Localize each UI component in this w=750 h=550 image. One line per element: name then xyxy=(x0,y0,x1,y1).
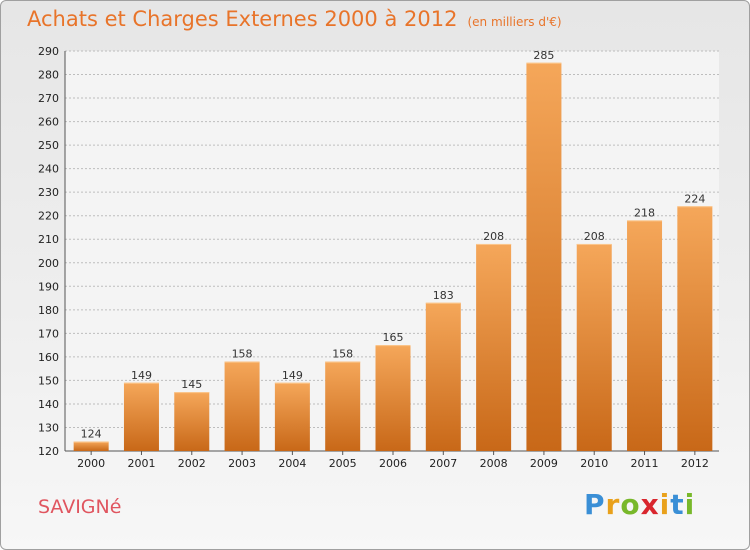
x-tick-label: 2002 xyxy=(178,457,206,470)
bar xyxy=(677,206,713,451)
chart-title: Achats et Charges Externes 2000 à 2012 xyxy=(27,7,458,31)
bar xyxy=(526,62,562,451)
bar xyxy=(224,361,260,451)
x-tick-label: 2008 xyxy=(480,457,508,470)
y-tick-label: 230 xyxy=(38,186,59,199)
data-label: 124 xyxy=(81,428,102,441)
y-tick-label: 170 xyxy=(38,327,59,340)
x-tick-label: 2005 xyxy=(329,457,357,470)
chart-unit: (en milliers d'€) xyxy=(467,15,562,29)
data-label: 285 xyxy=(533,49,554,62)
data-label: 149 xyxy=(131,369,152,382)
chart-title-row: Achats et Charges Externes 2000 à 2012 (e… xyxy=(27,7,562,31)
data-label: 149 xyxy=(282,369,303,382)
data-label: 208 xyxy=(483,230,504,243)
y-tick-label: 200 xyxy=(38,257,59,270)
y-tick-label: 150 xyxy=(38,374,59,387)
bar xyxy=(73,441,109,451)
bar xyxy=(476,243,512,451)
x-tick-label: 2000 xyxy=(77,457,105,470)
bar xyxy=(123,382,159,451)
x-tick-label: 2006 xyxy=(379,457,407,470)
y-tick-label: 240 xyxy=(38,163,59,176)
data-label: 183 xyxy=(433,289,454,302)
data-label: 224 xyxy=(684,192,705,205)
bar xyxy=(325,361,361,451)
y-tick-label: 140 xyxy=(38,398,59,411)
bar xyxy=(425,302,461,451)
y-tick-label: 290 xyxy=(38,45,59,58)
bar xyxy=(627,220,663,451)
data-label: 218 xyxy=(634,206,655,219)
x-tick-label: 2007 xyxy=(429,457,457,470)
commune-name: SAVIGNé xyxy=(38,496,122,518)
x-tick-label: 2011 xyxy=(631,457,659,470)
data-label: 208 xyxy=(584,230,605,243)
bar xyxy=(375,345,411,451)
bar xyxy=(274,382,310,451)
y-tick-label: 120 xyxy=(38,445,59,458)
x-tick-label: 2009 xyxy=(530,457,558,470)
y-tick-label: 270 xyxy=(38,92,59,105)
y-tick-label: 190 xyxy=(38,280,59,293)
proxiti-logo: Proxiti xyxy=(584,488,696,521)
y-tick-label: 210 xyxy=(38,233,59,246)
x-tick-label: 2003 xyxy=(228,457,256,470)
x-tick-label: 2010 xyxy=(580,457,608,470)
data-label: 158 xyxy=(232,348,253,361)
y-tick-label: 180 xyxy=(38,304,59,317)
x-tick-label: 2012 xyxy=(681,457,709,470)
bar xyxy=(576,243,612,451)
y-tick-label: 130 xyxy=(38,421,59,434)
data-label: 145 xyxy=(181,378,202,391)
bar xyxy=(174,392,210,451)
y-tick-label: 280 xyxy=(38,69,59,82)
y-tick-label: 220 xyxy=(38,210,59,223)
x-tick-label: 2004 xyxy=(278,457,306,470)
data-label: 158 xyxy=(332,348,353,361)
y-tick-label: 260 xyxy=(38,116,59,129)
y-tick-label: 250 xyxy=(38,139,59,152)
x-tick-label: 2001 xyxy=(127,457,155,470)
y-tick-label: 160 xyxy=(38,351,59,364)
data-label: 165 xyxy=(383,331,404,344)
